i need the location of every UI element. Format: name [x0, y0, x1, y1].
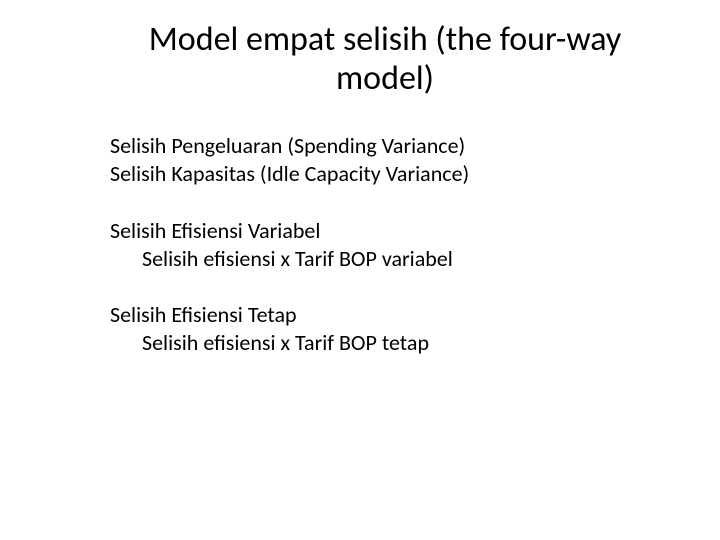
line-efficiency-fixed-heading: Selisih Efisiensi Tetap [110, 301, 660, 329]
slide: Model empat selisih (the four-way model)… [0, 0, 720, 540]
slide-body: Selisih Pengeluaran (Spending Variance) … [110, 132, 660, 357]
line-spending-variance: Selisih Pengeluaran (Spending Variance) [110, 132, 660, 160]
line-efficiency-variable-formula: Selisih efisiensi x Tarif BOP variabel [110, 245, 660, 273]
line-efficiency-variable-heading: Selisih Efisiensi Variabel [110, 217, 660, 245]
slide-title: Model empat selisih (the four-way model) [110, 20, 660, 98]
line-efficiency-fixed-formula: Selisih efisiensi x Tarif BOP tetap [110, 329, 660, 357]
line-idle-capacity-variance: Selisih Kapasitas (Idle Capacity Varianc… [110, 160, 660, 188]
blank-line [110, 189, 660, 217]
blank-line [110, 273, 660, 301]
